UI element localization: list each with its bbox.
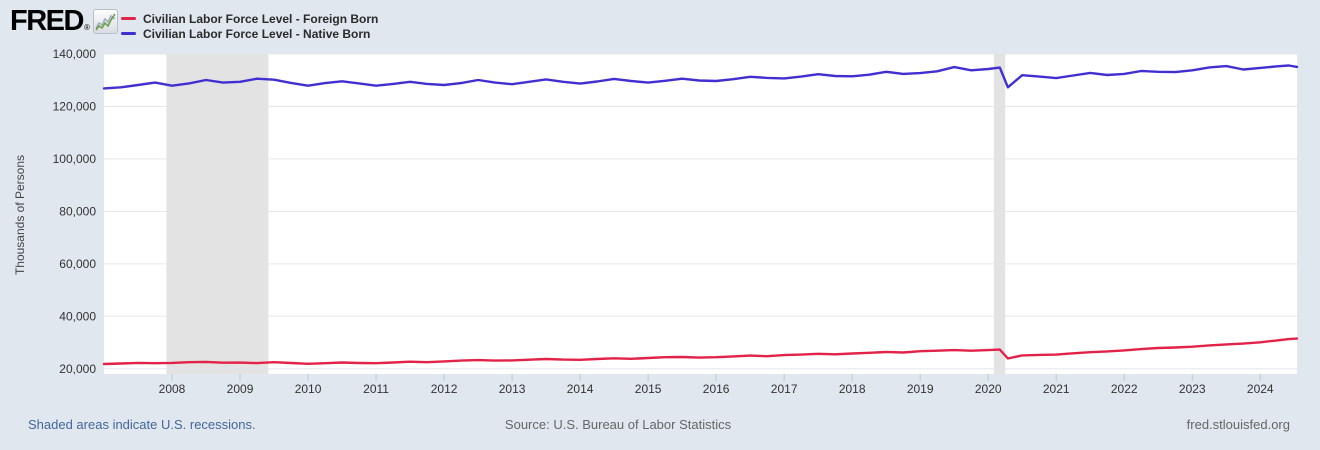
x-tick-label: 2017 [771,382,798,396]
legend-label-native-born: Civilian Labor Force Level - Native Born [143,26,371,41]
legend-item-foreign-born: Civilian Labor Force Level - Foreign Bor… [121,11,378,26]
x-tick-label: 2016 [703,382,730,396]
x-tick-label: 2011 [363,382,389,396]
x-tick-label: 2019 [907,382,934,396]
x-tick-label: 2013 [499,382,526,396]
x-tick-label: 2020 [975,382,1002,396]
y-tick-label: 140,000 [53,47,97,61]
chart-footer: Shaded areas indicate U.S. recessions. S… [0,414,1320,438]
x-tick-label: 2014 [567,382,594,396]
fred-site-link[interactable]: fred.stlouisfed.org [1186,417,1290,432]
fred-logo-text: FRED [10,5,84,37]
x-tick-label: 2009 [227,382,254,396]
recession-note-link[interactable]: Shaded areas indicate U.S. recessions. [28,417,256,432]
x-tick-label: 2010 [295,382,322,396]
recession-band [166,54,269,374]
x-tick-label: 2023 [1179,382,1206,396]
x-tick-label: 2008 [159,382,186,396]
x-tick-label: 2015 [635,382,662,396]
foreign-born-series-line [102,337,1299,366]
fred-logo-chart-icon [92,8,118,34]
plot-area[interactable] [104,54,1297,374]
legend-label-foreign-born: Civilian Labor Force Level - Foreign Bor… [143,11,379,26]
y-tick-label: 100,000 [53,152,97,166]
native-born-series-line [102,64,1299,90]
x-tick-label: 2024 [1247,382,1274,396]
chart-legend: Civilian Labor Force Level - Foreign Bor… [121,11,378,41]
x-tick-label: 2018 [839,382,866,396]
y-tick-label: 80,000 [59,204,96,218]
registered-trademark-symbol: ® [83,23,90,32]
y-tick-label: 20,000 [59,362,96,376]
fred-logo[interactable]: FRED ® [10,3,118,39]
native-born-line-swatch [121,32,136,35]
foreign-born-line-swatch [121,17,136,20]
y-tick-label: 40,000 [59,309,96,323]
x-tick-label: 2022 [1111,382,1138,396]
x-tick-label: 2012 [431,382,458,396]
y-tick-label: 120,000 [53,99,97,113]
x-tick-label: 2021 [1043,382,1070,396]
recession-band [993,54,1006,374]
legend-item-native-born: Civilian Labor Force Level - Native Born [121,26,378,41]
y-tick-label: 60,000 [59,257,96,271]
source-link[interactable]: Source: U.S. Bureau of Labor Statistics [504,417,732,432]
